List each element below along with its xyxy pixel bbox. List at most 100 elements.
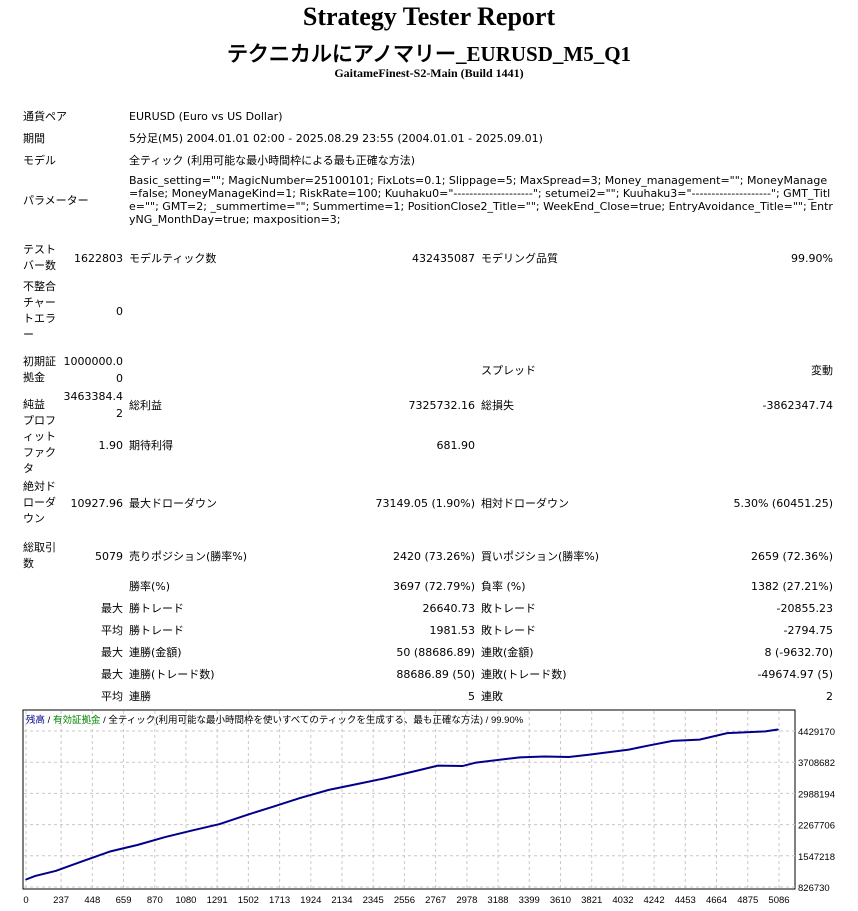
stat-label: プロフィットファクタ <box>23 414 56 475</box>
x-tick-label: 3399 <box>519 895 540 906</box>
stat-label: 勝率(%) <box>129 579 171 593</box>
info-label: 期間 <box>23 132 45 145</box>
stats-row: 平均 勝トレード 1981.53 敗トレード -2794.75 <box>20 620 838 640</box>
server-build: GaitameFinest-S2-Main (Build 1441) <box>334 66 524 80</box>
y-tick-label: 4429170 <box>798 727 835 738</box>
balance-point <box>647 744 649 747</box>
x-tick-label: 3821 <box>581 895 602 906</box>
stat-value: 5079 <box>95 549 123 563</box>
y-tick-label: 826730 <box>798 883 830 894</box>
stat-value: 0 <box>116 304 123 318</box>
balance-point <box>273 805 276 808</box>
stat-label: 売りポジション(勝率%) <box>129 549 248 563</box>
stat-value: 1382 (27.21%) <box>750 579 833 593</box>
stats-row: 最大 連勝(トレード数) 88686.89 (50) 連敗(トレード数) -49674.… <box>20 664 838 684</box>
stat-label: 最大ドローダウン <box>129 496 217 510</box>
x-tick-label: 448 <box>84 895 100 906</box>
stat-value: 2659 (72.36%) <box>750 549 833 563</box>
balance-point <box>136 844 139 846</box>
x-tick-label: 3188 <box>487 895 508 906</box>
balance-point <box>191 829 193 832</box>
balance-point <box>726 732 728 734</box>
balance-point <box>218 823 221 825</box>
stat-value: 1622803 <box>74 251 123 265</box>
stat-value: 3697 (72.79%) <box>392 579 475 593</box>
y-tick-label: 3708682 <box>798 758 835 769</box>
x-tick-label: 4032 <box>612 895 633 906</box>
info-label: モデル <box>23 154 56 167</box>
stat-value: -3862347.74 <box>762 398 833 412</box>
x-tick-label: 2978 <box>456 895 477 906</box>
stat-label: 絶対ドローダウン <box>23 480 56 525</box>
legend-sep: / <box>100 715 108 726</box>
stat-label: 勝トレード <box>129 601 184 615</box>
balance-point <box>543 755 545 758</box>
stat-label: 連敗(金額) <box>481 645 534 659</box>
stat-value: 73149.05 (1.90%) <box>375 496 475 510</box>
stats-row: 純益 3463384.42 総利益 7325732.16 総損失 -3862347.74 <box>20 388 838 420</box>
stat-label: モデリング品質 <box>481 251 558 265</box>
stat-value: 1000000.00 <box>63 355 124 385</box>
stat-value: 最大 <box>101 601 123 615</box>
stat-value: 8 (-9632.70) <box>764 645 833 659</box>
stats-row: 最大 勝トレード 26640.73 敗トレード -20855.23 <box>20 598 838 618</box>
balance-point <box>698 738 701 741</box>
stat-label: 負率 (%) <box>481 579 526 593</box>
info-value: 5分足(M5) 2004.01.01 02:00 - 2025.08.29 23… <box>129 132 543 145</box>
stat-label: 総取引数 <box>23 541 56 570</box>
stat-value: 最大 <box>101 667 123 681</box>
legend-sep: / <box>483 715 491 726</box>
x-tick-label: 4664 <box>706 895 727 906</box>
stat-label: 不整合チャートエラー <box>23 280 56 341</box>
balance-point <box>382 777 385 780</box>
x-tick-label: 237 <box>53 895 69 906</box>
stats-row: プロフィットファクタ 1.90 期待利得 681.90 <box>20 413 838 475</box>
stats-row: 勝率(%) 3697 (72.79%) 負率 (%) 1382 (27.21%) <box>20 576 838 596</box>
stats-row: 総取引数 5079 売りポジション(勝率%) 2420 (73.26%) 買いポジション… <box>20 538 838 574</box>
legend-balance: 残高 <box>26 714 45 726</box>
x-tick-label: 4875 <box>737 895 758 906</box>
stat-label: 連敗 <box>481 689 503 703</box>
stat-label: 買いポジション(勝率%) <box>481 549 600 563</box>
info-label: 通貨ペア <box>23 110 67 123</box>
chart-legend: 残高 / 有効証拠金 / 全ティック(利用可能な最小時間枠を使いすべてのティック… <box>26 714 524 726</box>
stat-label: モデルティック数 <box>129 251 217 265</box>
x-tick-label: 4242 <box>643 895 664 906</box>
balance-point <box>164 836 166 838</box>
stat-value: 99.90% <box>791 251 833 265</box>
stat-value: 5.30% (60451.25) <box>733 496 833 510</box>
stat-label: 総損失 <box>481 398 514 412</box>
balance-point <box>25 878 27 881</box>
balance-point <box>299 797 301 799</box>
stat-value: 平均 <box>101 689 123 703</box>
plot-frame <box>22 709 796 890</box>
stat-value: 10927.96 <box>70 496 124 510</box>
stat-value: 26640.73 <box>422 601 476 615</box>
legend-equity: 有効証拠金 <box>53 714 101 726</box>
stats-row: 不整合チャートエラー 0 <box>20 279 838 341</box>
stat-value: 432435087 <box>412 251 475 265</box>
x-tick-label: 2767 <box>425 895 446 906</box>
stat-value: -2794.75 <box>783 623 833 637</box>
stat-value: -49674.97 (5) <box>757 667 833 681</box>
info-row: モデル 全ティック (利用可能な最小時間枠による最も正確な方法) <box>20 152 838 169</box>
stat-label: スプレッド <box>481 363 536 377</box>
balance-line <box>25 728 779 881</box>
report-title: Strategy Tester Report <box>302 2 556 31</box>
balance-point <box>764 730 767 733</box>
info-value: EURUSD (Euro vs US Dollar) <box>129 110 283 123</box>
legend-model: 全ティック(利用可能な最小時間枠を使いすべてのティックを生成する、最も正確な方法… <box>108 714 483 726</box>
x-tick-label: 1502 <box>238 895 259 906</box>
stat-label: 総利益 <box>129 398 162 412</box>
balance-point <box>55 870 57 872</box>
x-tick-label: 1080 <box>175 895 196 906</box>
stat-label: 勝トレード <box>129 623 184 637</box>
stat-value: 1.90 <box>98 438 124 452</box>
balance-point <box>568 756 570 758</box>
balance-point <box>671 740 674 742</box>
stat-label: 期待利得 <box>129 438 173 452</box>
balance-point <box>327 789 330 791</box>
stat-label: 連勝 <box>129 689 151 703</box>
stat-value: 7325732.16 <box>408 398 475 412</box>
x-tick-label: 5086 <box>768 895 789 906</box>
